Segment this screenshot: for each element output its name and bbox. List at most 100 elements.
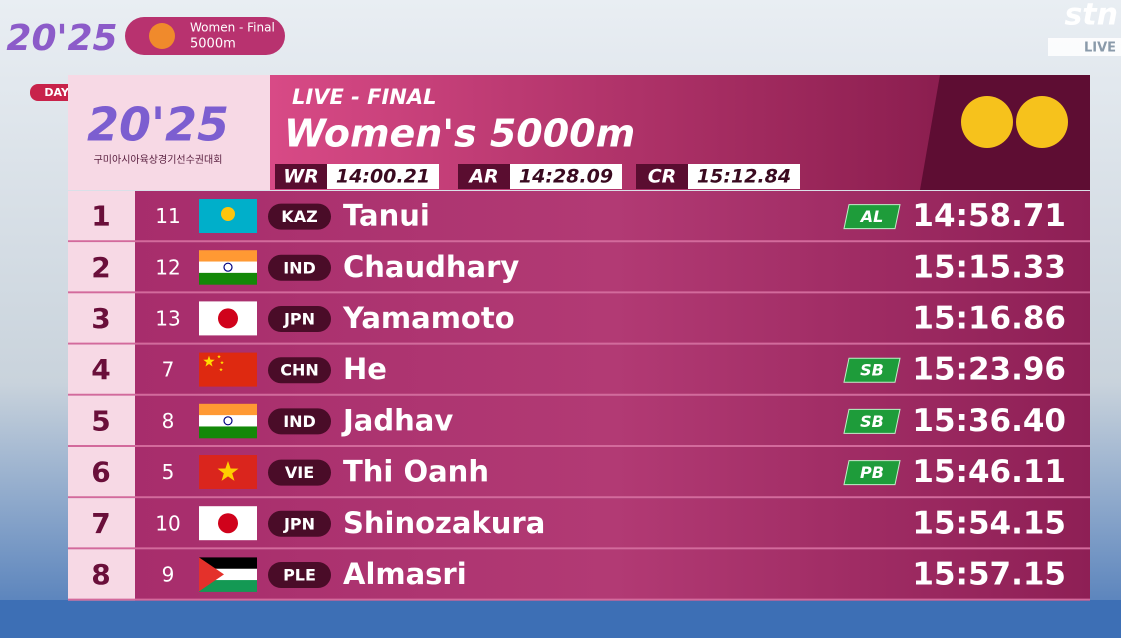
event-line1: Women - Final: [190, 21, 275, 35]
runner-icon: [149, 23, 175, 49]
result-row: 1 11 KAZ Tanui AL 14:58.71: [68, 191, 1090, 243]
country: JPN: [283, 310, 315, 329]
country: IND: [283, 412, 316, 431]
rank-cell: [68, 395, 135, 447]
mascot: [961, 96, 1013, 148]
rank: 2: [91, 251, 110, 284]
record-label-box: [458, 164, 510, 189]
country: PLE: [283, 566, 316, 585]
title: Women's 5000m: [284, 112, 635, 156]
country-pill: [268, 408, 331, 435]
flag-disc: [218, 308, 238, 329]
record-time: 14:28.09: [519, 166, 613, 188]
flag-stripe: [199, 568, 257, 581]
athlete-name: He: [343, 352, 387, 386]
record-label-box: [636, 164, 688, 189]
event-line2: 5000m: [190, 37, 236, 52]
broadcaster: stn: [1064, 0, 1118, 33]
time: 14:58.71: [912, 198, 1066, 234]
bib: 13: [155, 307, 180, 331]
flag-stripe: [199, 415, 257, 427]
country-pill: [268, 562, 331, 588]
time: 15:16.86: [912, 301, 1066, 337]
flag-stripe: [199, 580, 257, 592]
flag-star: [220, 360, 224, 365]
track: [0, 600, 1121, 638]
flag-wheel: [223, 416, 233, 426]
athlete-name: Jadhav: [341, 403, 453, 437]
rank: 3: [91, 302, 110, 335]
badge-box: [843, 204, 901, 230]
rank: 4: [91, 353, 110, 386]
badge: SB: [860, 412, 884, 431]
record-time-box: [327, 164, 439, 189]
bib: 11: [155, 204, 180, 228]
records: WR 14:00.21 AR 14:28.09 CR 15:12.84: [275, 164, 800, 189]
country-pill: [268, 459, 331, 486]
record-time-box: [688, 164, 800, 189]
country: CHN: [280, 361, 319, 380]
badge-box: [843, 357, 901, 383]
rank-cell: [68, 242, 135, 294]
result-row: 5 8 IND Jadhav SB 15:36.40: [68, 395, 1090, 447]
bib: 5: [162, 460, 175, 484]
country-pill: [268, 306, 331, 332]
country-pill: [268, 510, 331, 537]
flag-star: [219, 367, 223, 372]
bib: 10: [155, 511, 180, 535]
flag: [199, 352, 257, 387]
country-pill: [268, 357, 331, 384]
result-row: 4 7 CHN He SB 15:23.96: [68, 344, 1090, 396]
flag-star: [217, 354, 221, 359]
header-panel: [270, 75, 1090, 190]
bib: 9: [162, 563, 175, 587]
rank-cell: [68, 549, 135, 601]
record-label: AR: [467, 166, 498, 188]
flag-triangle: [199, 557, 224, 592]
country: IND: [283, 258, 316, 277]
rank-cell: [68, 191, 135, 243]
country: VIE: [285, 463, 314, 482]
flag-star: [217, 461, 239, 481]
bib: 12: [155, 255, 180, 279]
results-table: 1 11 KAZ Tanui AL 14:58.712 12 IND Chaudhary 15:1…: [68, 191, 1090, 601]
rank: 1: [91, 200, 110, 233]
athlete-name: Almasri: [343, 557, 467, 591]
result-row: 7 10 JPN Shinozakura 15:54.15: [68, 498, 1090, 550]
rank-cell: [68, 293, 135, 345]
athlete-name: Yamamoto: [342, 301, 515, 335]
badge: AL: [859, 207, 884, 226]
flag-disc: [218, 513, 238, 534]
result-row: 6 5 VIE Thi Oanh PB 15:46.11: [68, 447, 1090, 499]
time: 15:46.11: [912, 454, 1066, 490]
badge: SB: [860, 361, 884, 380]
header-logo-caption: 구미아시아육상경기선수권대회: [94, 153, 223, 166]
country: KAZ: [281, 207, 317, 226]
athlete-name: Thi Oanh: [343, 455, 489, 489]
header-logo-panel: [68, 75, 270, 190]
country-pill: [268, 254, 331, 281]
bib: 7: [162, 358, 175, 382]
bib: 8: [162, 409, 175, 433]
flag-stripe: [199, 557, 257, 570]
status: LIVE - FINAL: [292, 85, 437, 109]
athlete-name: Chaudhary: [343, 250, 519, 284]
time: 15:54.15: [912, 505, 1066, 541]
athlete-name: Shinozakura: [343, 506, 545, 540]
time: 15:36.40: [912, 403, 1066, 439]
result-row: 2 12 IND Chaudhary 15:15.33: [68, 242, 1090, 294]
badge-box: [843, 408, 901, 434]
record-label: WR: [283, 166, 319, 188]
flag-stripe: [199, 272, 257, 285]
country-pill: [268, 203, 331, 230]
flag-sun: [221, 207, 235, 221]
record-label-box: [275, 164, 327, 189]
time: 15:57.15: [912, 557, 1066, 593]
time: 15:15.33: [912, 249, 1066, 285]
rank: 7: [91, 507, 110, 540]
logo: 20'25: [6, 18, 117, 59]
flag-stripe: [199, 261, 257, 274]
rank-cell: [68, 447, 135, 499]
